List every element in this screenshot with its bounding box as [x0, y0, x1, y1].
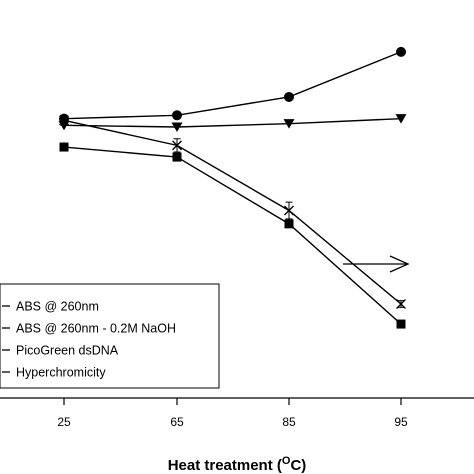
legend-label: PicoGreen dsDNA [16, 344, 119, 358]
series-line-3 [63, 117, 402, 128]
data-point [395, 114, 407, 124]
data-point [396, 319, 406, 329]
x-axis-label: Heat treatment (OC) [168, 455, 307, 474]
x-tick-label-95: 95 [394, 415, 408, 429]
data-point [172, 110, 182, 121]
data-point [284, 205, 294, 216]
x-tick-label-85: 85 [282, 415, 296, 429]
data-point [396, 299, 406, 309]
data-point [58, 120, 70, 131]
x-ticks: 25 65 85 95 [57, 398, 408, 429]
data-point [283, 119, 295, 129]
legend-label: ABS @ 260nm - 0.2M NaOH [16, 322, 176, 336]
legend-label: Hyperchromicity [16, 366, 106, 380]
series-line-4 [63, 146, 402, 325]
series-3 [58, 114, 407, 132]
data-point [172, 152, 182, 162]
x-tick-label-65: 65 [170, 415, 184, 429]
data-point [284, 91, 294, 102]
legend-box [0, 283, 220, 389]
data-point [284, 219, 294, 229]
data-point [59, 142, 69, 152]
series-layer [58, 46, 407, 329]
series-1 [59, 46, 406, 124]
series-line-1 [63, 51, 402, 120]
series-line-2 [63, 119, 402, 305]
data-point [396, 46, 406, 57]
data-point [171, 122, 183, 132]
data-point [172, 140, 182, 151]
x-tick-label-25: 25 [57, 415, 71, 429]
legend: ABS @ 260nm ABS @ 260nm - 0.2M NaOH PicoGr… [0, 283, 220, 389]
legend-label: ABS @ 260nm [16, 300, 99, 314]
arrow-annotation [343, 255, 410, 273]
series-4 [59, 142, 406, 329]
series-2 [59, 114, 406, 309]
arrow-head [389, 255, 410, 273]
